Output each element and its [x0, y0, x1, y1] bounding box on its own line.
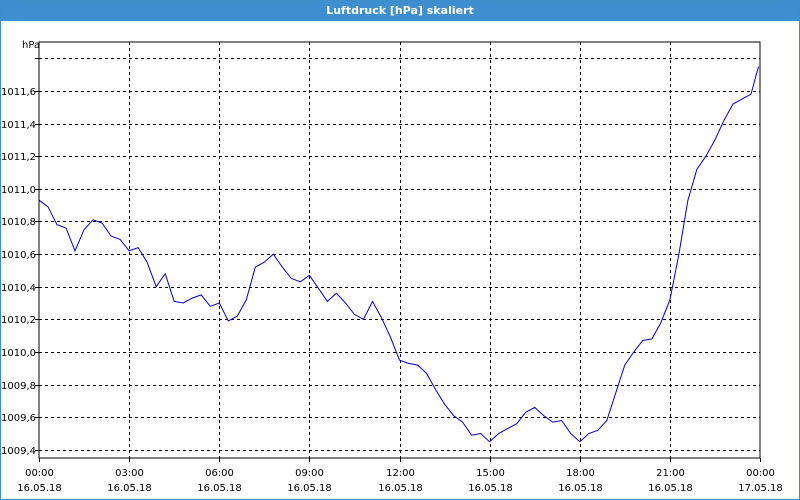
x-tick-label-time: 09:00 — [295, 468, 324, 479]
x-axis-ticks: 00:00 16.05.18 03:00 16.05.18 06:00 16.05.18 0… — [17, 458, 783, 494]
x-tick-label-date: 17.05.18 — [738, 483, 783, 494]
y-tick-label: 1009,8 — [1, 381, 36, 392]
y-tick-label: 1011,0 — [1, 185, 36, 196]
grid — [39, 42, 760, 458]
series-line-luftdruck — [38, 66, 759, 443]
y-tick-label: 1009,4 — [1, 446, 36, 457]
x-tick-label-date: 16.05.18 — [17, 483, 62, 494]
plot-area-border — [38, 41, 761, 459]
y-tick-label: 1011,4 — [1, 120, 36, 131]
x-tick-label-date: 16.05.18 — [648, 483, 693, 494]
x-tick-label-time: 18:00 — [566, 468, 595, 479]
x-tick-label-time: 12:00 — [386, 468, 415, 479]
x-tick-label-date: 16.05.18 — [287, 483, 332, 494]
x-tick-label-date: 16.05.18 — [107, 483, 152, 494]
y-tick-label: 1010,2 — [1, 315, 36, 326]
y-tick-label: 1011,6 — [1, 87, 36, 98]
y-axis-ticks: 1009,4 1009,6 1009,8 1010,0 1010,2 1010,4 1010… — [1, 58, 39, 457]
y-tick-label: 1011,2 — [1, 152, 36, 163]
y-tick-label: 1009,6 — [1, 413, 36, 424]
x-tick-label-time: 06:00 — [205, 468, 234, 479]
x-tick-label-date: 16.05.18 — [468, 483, 513, 494]
x-tick-label-time: 15:00 — [476, 468, 505, 479]
x-tick-label-date: 16.05.18 — [378, 483, 423, 494]
x-tick-label-time: 03:00 — [115, 468, 144, 479]
y-tick-label: 1010,0 — [1, 348, 36, 359]
y-tick-label: 1010,8 — [1, 217, 36, 228]
x-tick-label-time: 21:00 — [656, 468, 685, 479]
y-axis-unit-label: hPa — [22, 40, 40, 51]
x-tick-label-time: 00:00 — [746, 468, 775, 479]
x-tick-label-date: 16.05.18 — [558, 483, 603, 494]
y-tick-label: 1010,6 — [1, 250, 36, 261]
x-tick-label-time: 00:00 — [25, 468, 54, 479]
x-tick-label-date: 16.05.18 — [197, 483, 242, 494]
y-tick-label: 1010,4 — [1, 283, 36, 294]
window-title: Luftdruck [hPa] skaliert — [1, 1, 799, 21]
